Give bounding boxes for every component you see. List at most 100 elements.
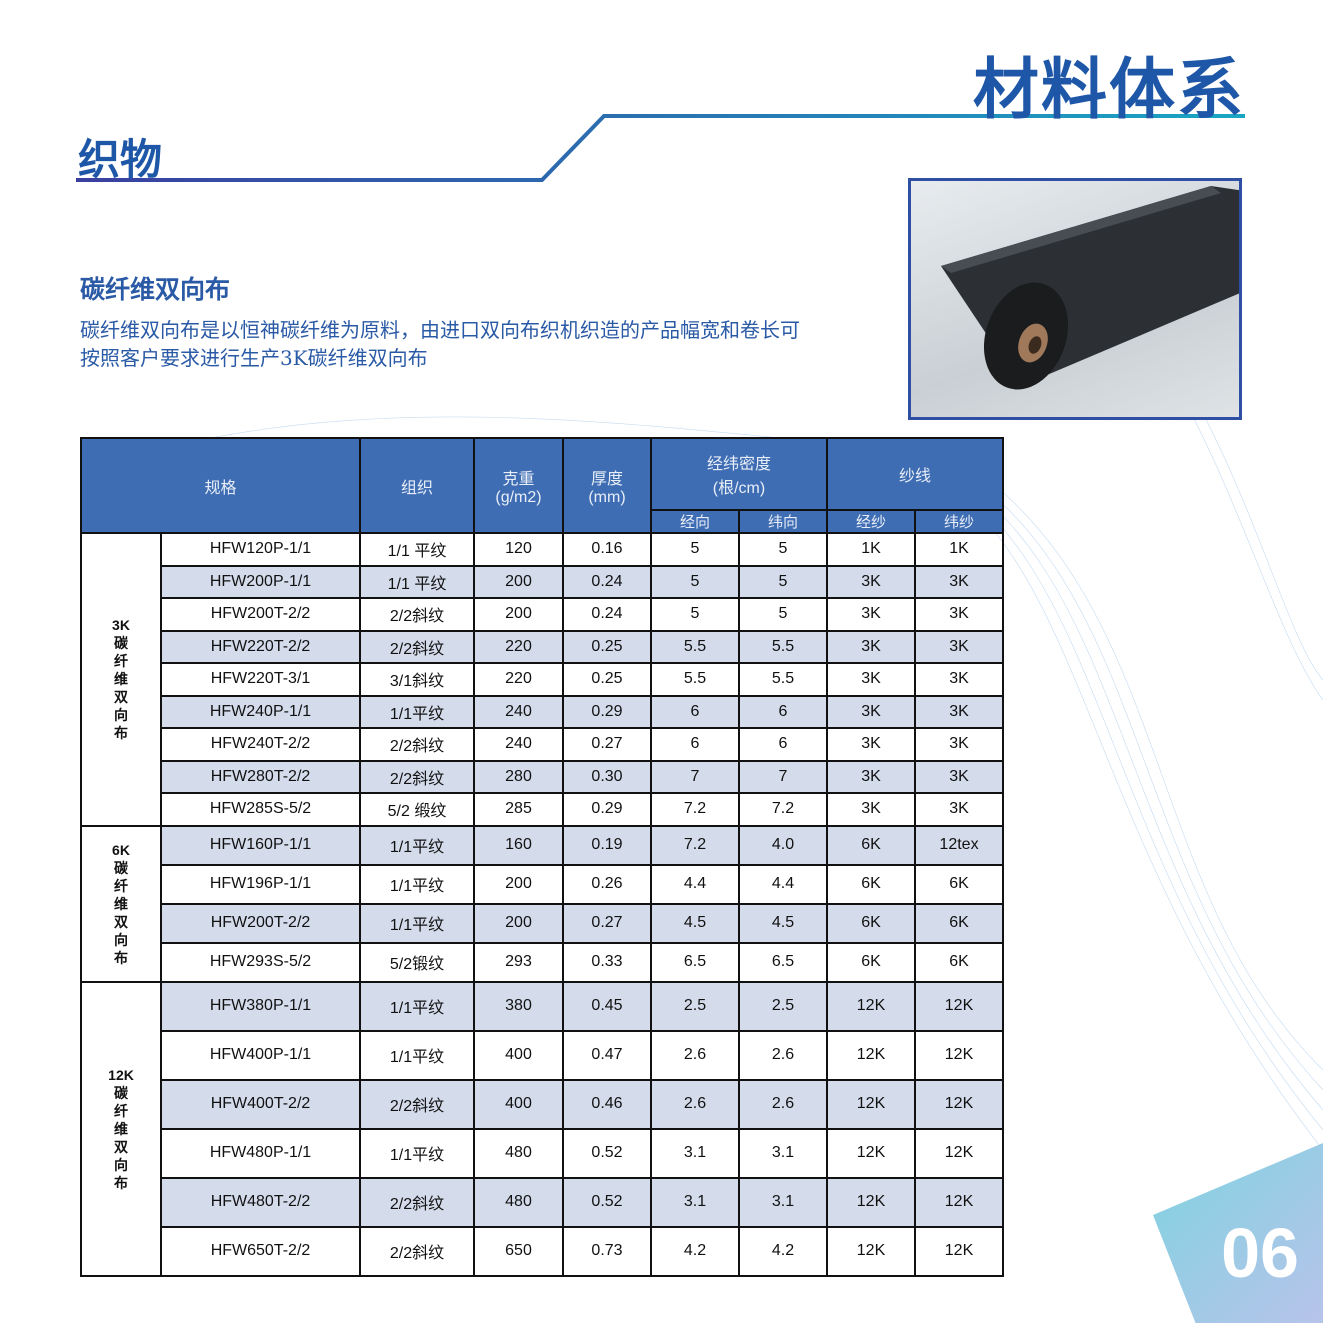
- table-cell: 6K: [914, 863, 1004, 905]
- table-cell: 4.4: [650, 863, 740, 905]
- table-cell: 6: [650, 727, 740, 762]
- table-cell: 120: [473, 532, 564, 567]
- table-cell: 400: [473, 1078, 564, 1130]
- group-label: 6K 碳 纤 维 双 向 布: [80, 824, 162, 983]
- table-cell: HFW160P-1/1: [160, 824, 361, 866]
- table-cell: 3K: [914, 759, 1004, 794]
- table-cell: 5: [650, 564, 740, 599]
- table-cell: 2/2斜纹: [359, 597, 475, 632]
- table-cell: 3K: [914, 792, 1004, 827]
- table-cell: HFW285S-5/2: [160, 792, 361, 827]
- table-row: HFW220T-3/1 3/1斜纹 220 0.25 5.5 5.5 3K 3K: [81, 662, 1004, 697]
- table-cell: 3K: [914, 694, 1004, 729]
- col-header-yarn: 纱线: [826, 437, 1004, 511]
- table-cell: HFW240T-2/2: [160, 727, 361, 762]
- table-cell: HFW240P-1/1: [160, 694, 361, 729]
- product-spec-table: 规格 组织 克重 (g/m2) 厚度 (mm) 经纬密度 (根/cm) 纱线 经…: [80, 437, 1004, 1277]
- table-cell: 7.2: [650, 792, 740, 827]
- table-cell: 3.1: [738, 1127, 828, 1179]
- table-cell: 12K: [826, 980, 916, 1032]
- table-cell: 0.30: [562, 759, 652, 794]
- table-row: 12K 碳 纤 维 双 向 布 HFW380P-1/1 1/1平纹 380 0.45 2.…: [80, 980, 1004, 1277]
- table-cell: 6.5: [738, 941, 828, 983]
- table-cell: 0.25: [562, 662, 652, 697]
- table-cell: 3/1斜纹: [359, 662, 475, 697]
- table-cell: 0.24: [562, 597, 652, 632]
- table-cell: 0.27: [562, 902, 652, 944]
- table-cell: 6.5: [650, 941, 740, 983]
- col-header-weft-dir: 纬向: [738, 509, 828, 534]
- table-cell: HFW200T-2/2: [160, 902, 361, 944]
- table-cell: 0.19: [562, 824, 652, 866]
- table-row: HFW285S-5/2 5/2 缎纹 285 0.29 7.2 7.2 3K 3K: [81, 792, 1004, 827]
- table-cell: HFW220T-3/1: [160, 662, 361, 697]
- table-cell: 3K: [826, 597, 916, 632]
- table-cell: 1/1平纹: [359, 863, 475, 905]
- table-row: HFW480P-1/1 1/1平纹 480 0.52 3.1 3.1 12K 12K: [81, 1127, 1004, 1179]
- table-cell: 0.25: [562, 629, 652, 664]
- table-cell: 6K: [826, 863, 916, 905]
- group-label: 3K 碳 纤 维 双 向 布: [80, 532, 162, 827]
- table-cell: 0.29: [562, 792, 652, 827]
- table-cell: 200: [473, 564, 564, 599]
- table-cell: 5.5: [738, 629, 828, 664]
- table-cell: 12K: [826, 1176, 916, 1228]
- table-cell: 3K: [914, 662, 1004, 697]
- table-cell: 380: [473, 980, 564, 1032]
- table-cell: 5/2 缎纹: [359, 792, 475, 827]
- product-subtitle: 碳纤维双向布: [80, 275, 231, 304]
- table-cell: 1K: [826, 532, 916, 567]
- page-title: 材料体系: [973, 51, 1245, 128]
- table-cell: 0.52: [562, 1176, 652, 1228]
- table-cell: HFW120P-1/1: [160, 532, 361, 567]
- table-cell: 12K: [914, 1078, 1004, 1130]
- table-cell: 3K: [826, 662, 916, 697]
- table-row: HFW240P-1/1 1/1平纹 240 0.29 6 6 3K 3K: [81, 694, 1004, 729]
- table-cell: 0.45: [562, 980, 652, 1032]
- table-cell: 5.5: [650, 629, 740, 664]
- table-cell: 12K: [914, 1225, 1004, 1277]
- table-cell: HFW380P-1/1: [160, 980, 361, 1032]
- table-cell: 280: [473, 759, 564, 794]
- table-cell: 12K: [914, 1029, 1004, 1081]
- table-cell: 480: [473, 1127, 564, 1179]
- table-row: HFW240T-2/2 2/2斜纹 240 0.27 6 6 3K 3K: [81, 727, 1004, 762]
- table-cell: 12K: [914, 980, 1004, 1032]
- col-header-thickness: 厚度 (mm): [562, 437, 652, 534]
- table-row: HFW293S-5/2 5/2锻纹 293 0.33 6.5 6.5 6K 6K: [81, 941, 1004, 983]
- table-cell: 5: [738, 564, 828, 599]
- table-cell: HFW480T-2/2: [160, 1176, 361, 1228]
- table-cell: 2.6: [650, 1078, 740, 1130]
- col-header-density: 经纬密度 (根/cm): [650, 437, 828, 511]
- table-row: HFW400P-1/1 1/1平纹 400 0.47 2.6 2.6 12K 12K: [81, 1029, 1004, 1081]
- table-cell: 4.2: [650, 1225, 740, 1277]
- table-cell: 6: [650, 694, 740, 729]
- table-cell: 5/2锻纹: [359, 941, 475, 983]
- table-row: HFW280T-2/2 2/2斜纹 280 0.30 7 7 3K 3K: [81, 759, 1004, 794]
- table-cell: HFW650T-2/2: [160, 1225, 361, 1277]
- table-cell: 200: [473, 597, 564, 632]
- table-cell: 5: [650, 532, 740, 567]
- col-header-warp-dir: 经向: [650, 509, 740, 534]
- table-cell: 0.46: [562, 1078, 652, 1130]
- section-title: 织物: [78, 135, 163, 184]
- table-cell: 240: [473, 727, 564, 762]
- product-description: 碳纤维双向布是以恒神碳纤维为原料，由进口双向布织机织造的产品幅宽和卷长可按照客户…: [80, 318, 800, 370]
- table-cell: 1/1 平纹: [359, 564, 475, 599]
- table-cell: 3.1: [738, 1176, 828, 1228]
- table-cell: 650: [473, 1225, 564, 1277]
- table-cell: 1/1平纹: [359, 1029, 475, 1081]
- table-cell: 5: [650, 597, 740, 632]
- table-cell: 3K: [826, 629, 916, 664]
- table-cell: 285: [473, 792, 564, 827]
- table-cell: 3K: [914, 629, 1004, 664]
- table-cell: HFW200T-2/2: [160, 597, 361, 632]
- col-header-spec: 规格: [80, 437, 361, 534]
- table-cell: 4.5: [650, 902, 740, 944]
- table-cell: 3K: [826, 727, 916, 762]
- carbon-fabric-roll-image: [908, 178, 1242, 420]
- table-cell: 0.47: [562, 1029, 652, 1081]
- table-cell: 12K: [826, 1127, 916, 1179]
- col-header-weave: 组织: [359, 437, 475, 534]
- table-cell: HFW400T-2/2: [160, 1078, 361, 1130]
